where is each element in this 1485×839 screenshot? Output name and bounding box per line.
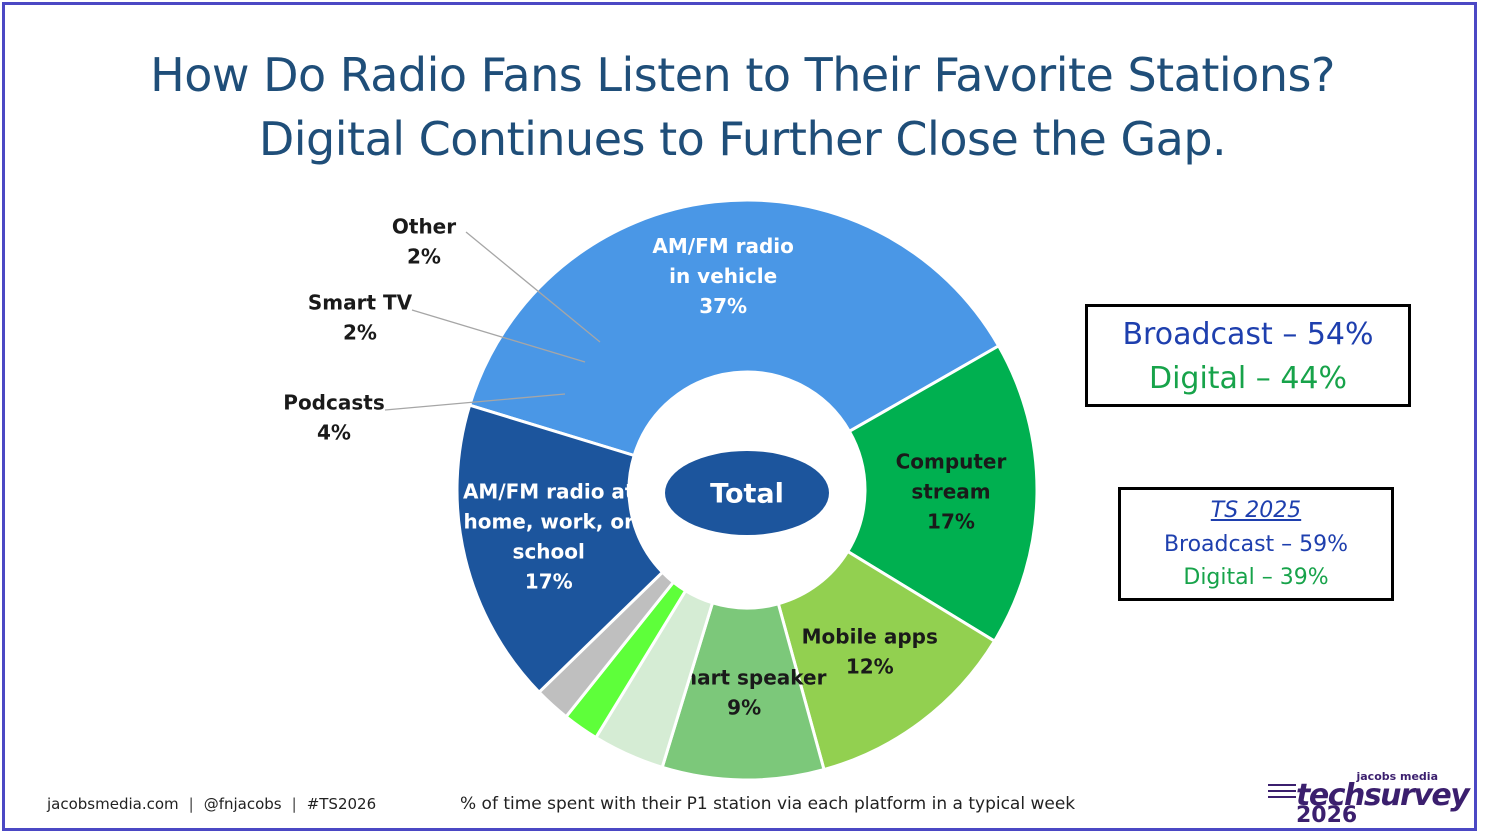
donut-slice [845, 343, 1039, 644]
donut-slice [455, 403, 665, 695]
slice-category-label: AM/FM radio [652, 234, 793, 258]
logo-year: 2026 [1296, 803, 1358, 828]
slice-value-label: 9% [727, 695, 761, 719]
previous-digital: Digital – 39% [1183, 565, 1329, 590]
slide-title-line1: How Do Radio Fans Listen to Their Favori… [150, 48, 1335, 102]
slice-category-label: Mobile apps [802, 624, 938, 648]
footer-handle: @fnjacobs [203, 795, 282, 813]
slice-category-label: AM/FM radio at [463, 479, 635, 503]
slice-category-label: Podcasts [283, 391, 384, 415]
summary-digital: Digital – 44% [1148, 361, 1348, 396]
previous-broadcast: Broadcast – 59% [1163, 532, 1349, 557]
logo-speed-lines-icon [1268, 784, 1296, 806]
center-badge [665, 451, 829, 535]
footer-separator: | [291, 795, 297, 813]
footer-site: jacobsmedia.com [47, 795, 179, 813]
slice-value-label: 2% [343, 321, 377, 345]
slice-value-label: 37% [699, 294, 747, 318]
leader-line [384, 393, 566, 411]
leader-line [411, 309, 586, 363]
slice-value-label: 12% [846, 654, 894, 678]
center-label: Total [710, 479, 784, 510]
donut-slice [467, 198, 1001, 458]
slice-category-label: school [513, 539, 585, 563]
previous-year-box: TS 2025 Broadcast – 59% Digital – 39% [1118, 487, 1394, 601]
slice-value-label: 17% [525, 569, 573, 593]
slice-value-label: 2% [407, 245, 441, 269]
logo-name: techsurvey [1296, 778, 1470, 813]
techsurvey-logo: jacobs media techsurvey 2026 [1268, 770, 1470, 828]
previous-heading: TS 2025 [1210, 498, 1302, 523]
logo-company: jacobs media [1356, 770, 1438, 783]
slice-value-label: 4% [317, 421, 351, 445]
chart-footnote: % of time spent with their P1 station vi… [460, 794, 1076, 814]
slice-category-label: Computer [896, 449, 1007, 473]
slice-category-label: home, work, or [463, 509, 634, 533]
footer-credits: jacobsmedia.com | @fnjacobs | #TS2026 [47, 795, 376, 813]
leader-line [465, 231, 601, 343]
footer-hashtag: #TS2026 [306, 795, 377, 813]
donut-slice [776, 549, 997, 772]
slide-title-line2: Digital Continues to Further Close the G… [258, 112, 1227, 166]
footer-separator: | [188, 795, 194, 813]
summary-box: Broadcast – 54% Digital – 44% [1085, 304, 1411, 407]
slice-category-label: in vehicle [669, 264, 777, 288]
summary-broadcast: Broadcast – 54% [1122, 317, 1374, 352]
slice-value-label: 17% [927, 509, 975, 533]
slice-category-label: Other [392, 215, 456, 239]
slice-category-label: Smart TV [308, 291, 413, 315]
slice-category-label: stream [911, 479, 990, 503]
